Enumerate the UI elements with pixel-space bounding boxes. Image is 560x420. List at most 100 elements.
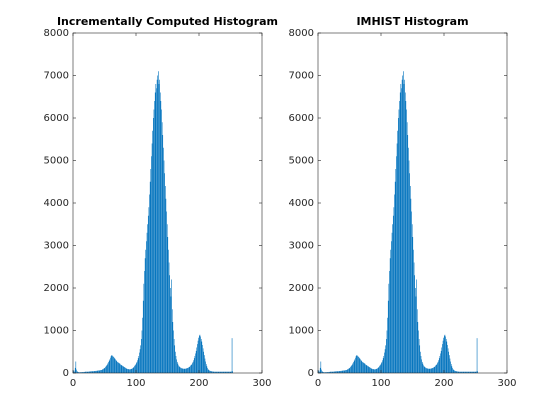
bar xyxy=(166,224,168,373)
bar xyxy=(456,371,458,373)
bar xyxy=(156,79,158,373)
bar xyxy=(388,283,390,373)
bar xyxy=(450,361,451,373)
bar xyxy=(392,215,394,373)
bar xyxy=(119,363,121,373)
bar xyxy=(171,309,173,373)
bar xyxy=(216,371,218,373)
bar xyxy=(81,372,83,373)
bar xyxy=(215,371,216,373)
bar xyxy=(164,173,165,373)
bar xyxy=(173,339,175,373)
bar xyxy=(135,364,136,373)
bar xyxy=(129,369,131,373)
bar xyxy=(178,365,179,373)
bar xyxy=(420,351,421,373)
bar xyxy=(187,367,189,373)
bar xyxy=(385,345,387,373)
bar xyxy=(459,371,460,373)
bar xyxy=(321,371,323,373)
bar xyxy=(458,371,460,373)
bar xyxy=(195,353,196,373)
bar xyxy=(141,330,143,373)
bar xyxy=(138,356,140,373)
bar xyxy=(430,368,431,373)
bar xyxy=(121,365,123,373)
bar xyxy=(156,88,157,373)
x-tick-label: 300 xyxy=(497,378,516,389)
bar xyxy=(137,358,139,373)
bar xyxy=(435,364,437,373)
bar xyxy=(441,347,443,373)
bar xyxy=(470,371,472,373)
bar xyxy=(373,369,375,373)
bar xyxy=(89,371,90,373)
bar xyxy=(120,364,122,373)
x-tick-label: 100 xyxy=(126,378,145,389)
bar xyxy=(216,371,217,373)
bar xyxy=(362,361,363,373)
bar xyxy=(107,363,109,373)
bar xyxy=(224,371,226,373)
x-tick-label: 300 xyxy=(252,378,271,389)
bar xyxy=(415,288,416,373)
bar xyxy=(370,368,372,373)
bar xyxy=(353,361,354,373)
bar xyxy=(102,369,104,373)
bar xyxy=(358,357,360,373)
bar xyxy=(177,363,179,373)
bar xyxy=(103,368,104,373)
bar xyxy=(80,372,82,373)
bar xyxy=(406,122,408,373)
bar xyxy=(85,371,87,373)
bar xyxy=(387,300,389,373)
bar xyxy=(416,309,418,373)
bar xyxy=(192,363,193,373)
bar xyxy=(347,369,349,373)
bar xyxy=(369,367,370,373)
bar xyxy=(189,366,191,373)
bar xyxy=(117,361,118,373)
bar xyxy=(442,344,443,373)
bar xyxy=(200,339,202,373)
bar xyxy=(84,371,85,373)
bar xyxy=(320,361,322,373)
bar xyxy=(122,366,124,373)
bar xyxy=(457,371,458,373)
bar xyxy=(420,356,422,373)
bar xyxy=(98,370,100,373)
bar xyxy=(346,369,348,373)
bar xyxy=(104,367,106,373)
bar xyxy=(132,368,133,373)
bar xyxy=(199,334,201,373)
bar xyxy=(103,368,105,373)
bar xyxy=(358,356,359,373)
bar xyxy=(153,118,154,373)
y-tick-label: 4000 xyxy=(44,198,69,209)
bar xyxy=(467,371,469,373)
bar xyxy=(346,370,347,373)
bar xyxy=(449,358,451,373)
bar xyxy=(413,262,415,373)
bar xyxy=(438,360,439,373)
bar xyxy=(84,371,86,373)
bar xyxy=(461,371,463,373)
bar xyxy=(137,360,138,373)
bar xyxy=(179,367,181,373)
bar xyxy=(196,347,198,373)
bar xyxy=(464,371,465,373)
bar xyxy=(218,371,220,373)
bar xyxy=(423,366,425,373)
bar xyxy=(229,371,230,373)
bar xyxy=(378,367,380,373)
bar xyxy=(127,368,128,373)
bar xyxy=(466,371,467,373)
bar xyxy=(91,371,92,373)
bar xyxy=(158,71,159,373)
bar xyxy=(474,371,476,373)
bar xyxy=(149,181,151,373)
bar xyxy=(399,92,401,373)
bar xyxy=(448,351,450,373)
bar xyxy=(467,371,468,373)
bar xyxy=(462,371,464,373)
